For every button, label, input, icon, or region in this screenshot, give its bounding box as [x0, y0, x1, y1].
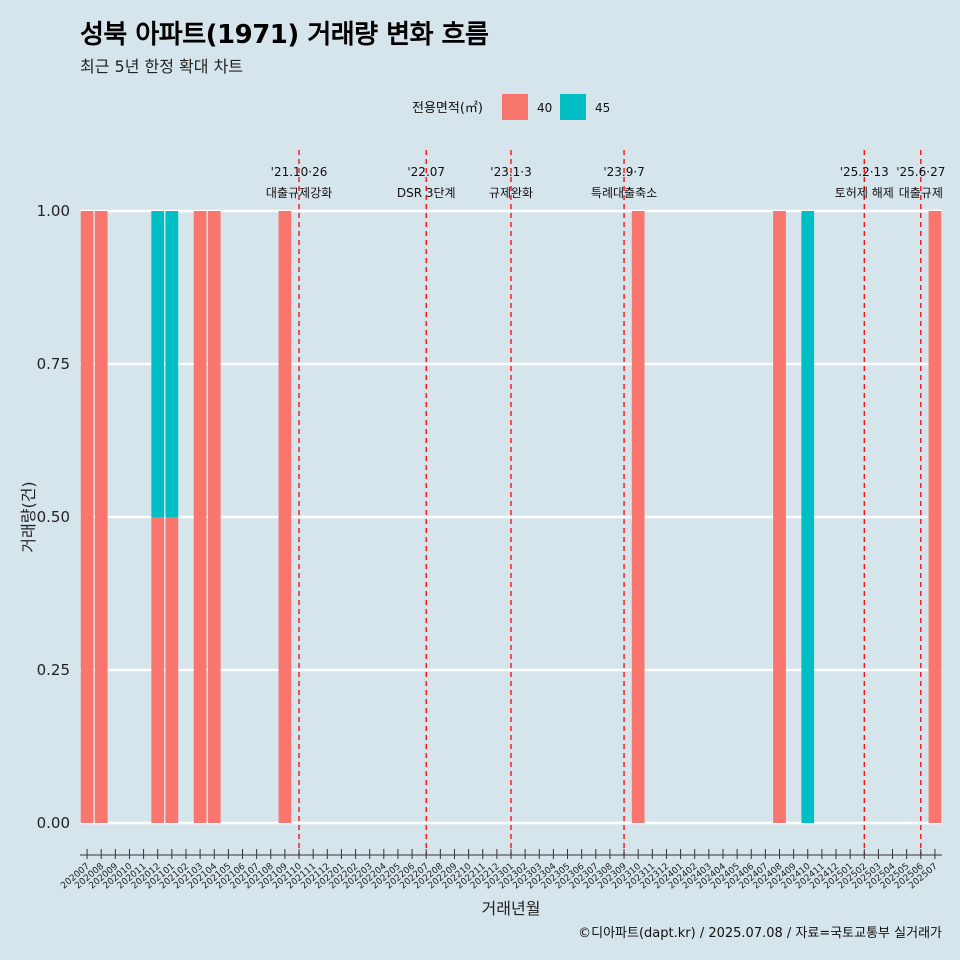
- chart-title: 성북 아파트(1971) 거래량 변화 흐름: [80, 20, 489, 50]
- event-date: '25.6·27: [896, 165, 945, 179]
- event-date: '23.9·7: [603, 165, 644, 179]
- x-axis: 2020072020082020092020102020112020122021…: [59, 849, 942, 891]
- bar-40-202007: [80, 211, 94, 823]
- bars: [80, 211, 942, 823]
- event-date: '25.2·13: [840, 165, 889, 179]
- y-tick-label: 0.25: [37, 661, 70, 679]
- legend-label-45: 45: [595, 101, 610, 115]
- event-label: 규제완화: [489, 186, 533, 200]
- event-label: 대출규제강화: [266, 186, 332, 200]
- bar-40-202104: [207, 211, 221, 823]
- caption: ©디아파트(dapt.kr) / 2025.07.08 / 자료=국토교통부 실…: [578, 926, 942, 941]
- bar-40-202310: [631, 211, 645, 823]
- x-axis-title: 거래년월: [482, 899, 541, 918]
- event-date: '22.07: [407, 165, 445, 179]
- event-label: 토허제 해제: [835, 186, 894, 200]
- y-tick-label: 1.00: [37, 202, 70, 220]
- grid-lines: [80, 209, 942, 825]
- bar-45-202410: [801, 211, 815, 823]
- legend-swatch-40: [502, 94, 528, 120]
- bar-40-202103: [193, 211, 207, 823]
- legend-title: 전용면적(㎡): [412, 101, 483, 116]
- bar-40-202008: [94, 211, 108, 823]
- bar-40-202012: [151, 517, 165, 823]
- chart-subtitle: 최근 5년 한정 확대 차트: [80, 57, 244, 76]
- bar-45-202012: [151, 211, 165, 517]
- bar-45-202101: [165, 211, 179, 517]
- y-tick-label: 0.75: [37, 355, 70, 373]
- bar-40-202408: [773, 211, 786, 823]
- y-tick-label: 0.00: [37, 814, 70, 832]
- event-label: DSR 3단계: [397, 186, 456, 200]
- bar-40-202109: [278, 211, 292, 823]
- y-axis-title: 거래량(건): [19, 481, 38, 552]
- y-tick-label: 0.50: [37, 508, 70, 526]
- event-label: 대출규제: [899, 186, 943, 200]
- bar-40-202507: [928, 211, 942, 823]
- y-axis: 0.00 0.25 0.50 0.75 1.00: [37, 202, 70, 832]
- legend: 전용면적(㎡) 40 45: [412, 94, 610, 120]
- event-date: '23.1·3: [490, 165, 531, 179]
- event-date: '21.10·26: [271, 165, 328, 179]
- event-lines: '21.10·26 대출규제강화 '22.07 DSR 3단계 '23.1·3 규제완화 '…: [266, 150, 945, 855]
- bar-40-202101: [165, 517, 179, 823]
- legend-label-40: 40: [537, 101, 552, 115]
- event-label: 특례대출축소: [591, 186, 657, 200]
- legend-swatch-45: [560, 94, 586, 120]
